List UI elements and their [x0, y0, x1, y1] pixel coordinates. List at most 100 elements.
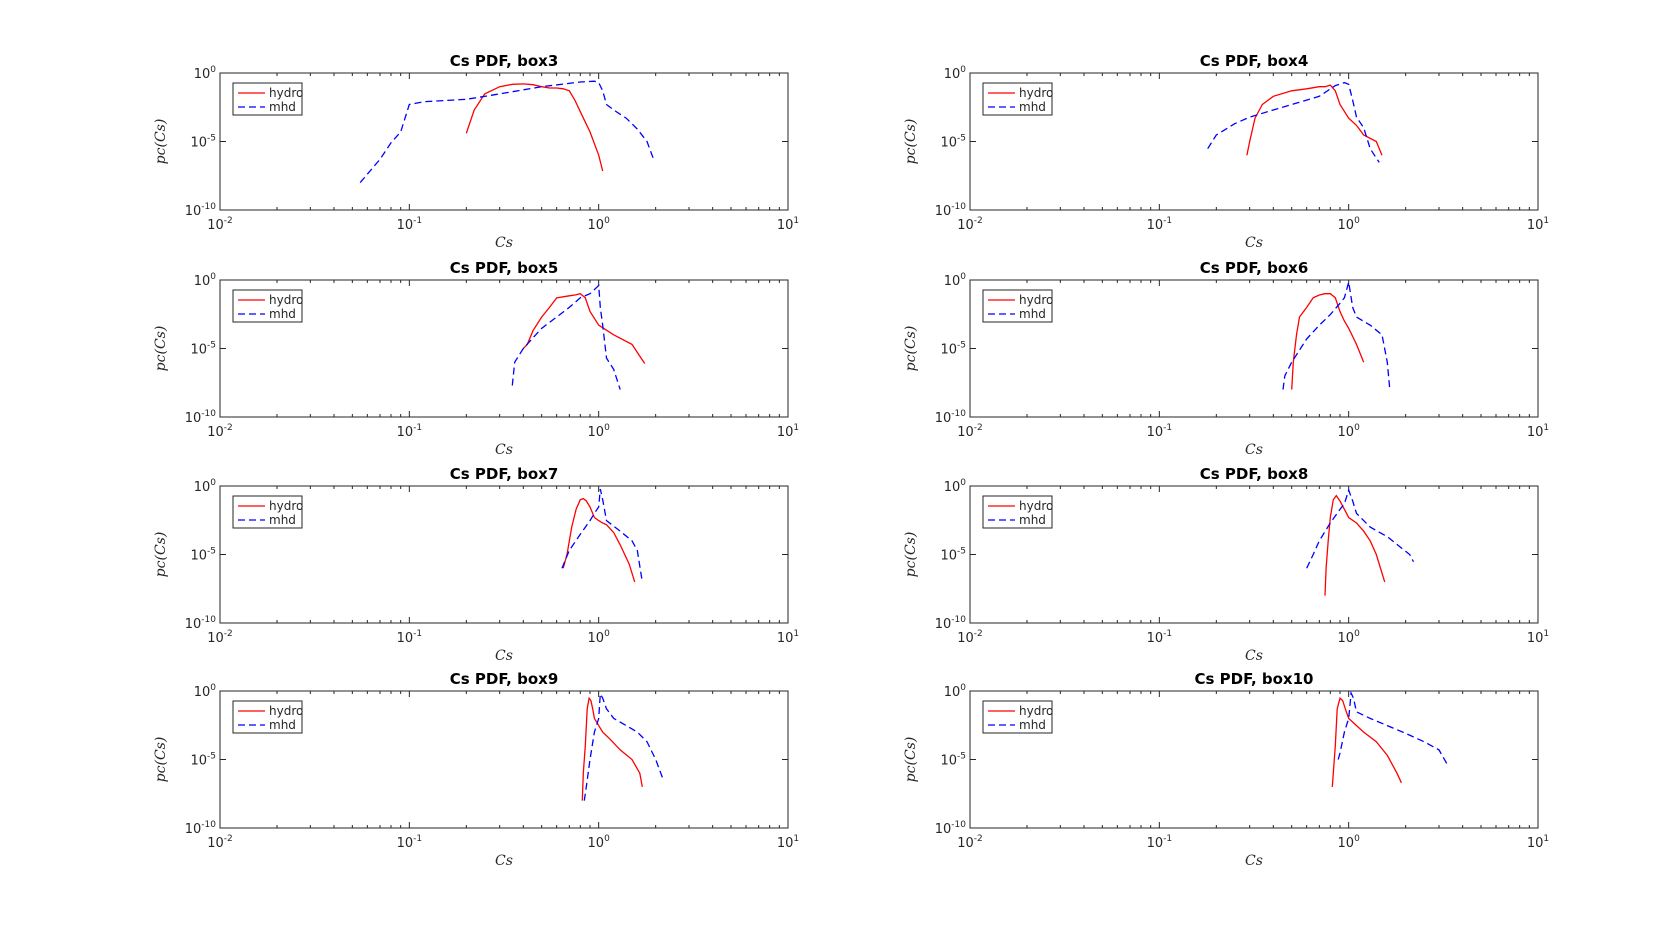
series-line-mhd [583, 691, 665, 801]
legend-label-mhd: mhd [269, 718, 296, 732]
legend-label-hydro: hydro [1019, 704, 1053, 718]
y-tick-label-exponent: 0 [210, 478, 216, 488]
y-tick-label-exponent: -5 [207, 134, 216, 144]
x-tick-label-base: 10 [1338, 836, 1355, 851]
x-axis-label: Cs [1245, 442, 1263, 458]
x-tick-label-base: 10 [207, 631, 224, 646]
x-tick-label-exponent: 1 [793, 629, 799, 639]
y-tick-label-base: 10 [194, 67, 211, 82]
x-tick-label-base: 10 [588, 631, 605, 646]
y-axis-label: pc(Cs) [903, 326, 919, 372]
x-tick-label: 10-2 [207, 834, 233, 851]
chart-title: Cs PDF, box10 [1195, 670, 1314, 688]
chart-title: Cs PDF, box3 [450, 52, 559, 70]
y-tick-label: 10-5 [190, 134, 216, 151]
y-tick-label-base: 10 [190, 754, 207, 769]
legend-label-mhd: mhd [1019, 718, 1046, 732]
x-tick-label-exponent: 0 [1354, 423, 1360, 433]
y-tick-label-exponent: -10 [201, 615, 216, 625]
y-tick-label-base: 10 [940, 549, 957, 564]
x-tick-label-base: 10 [1527, 836, 1544, 851]
x-axis-label: Cs [495, 442, 513, 458]
x-tick-label-exponent: 1 [1543, 423, 1549, 433]
y-tick-label: 100 [194, 683, 217, 700]
y-tick-label: 10-5 [940, 134, 966, 151]
legend-label-mhd: mhd [1019, 100, 1046, 114]
legend-label-mhd: mhd [1019, 513, 1046, 527]
y-tick-label-exponent: -5 [207, 752, 216, 762]
x-tick-label: 10-2 [957, 834, 983, 851]
y-tick-label: 100 [944, 272, 967, 289]
axes-frame [969, 279, 1539, 418]
y-axis-label: pc(Cs) [153, 737, 169, 783]
x-tick-label: 10-2 [207, 629, 233, 646]
series-line-hydro [465, 83, 604, 172]
y-tick-label-base: 10 [185, 822, 202, 837]
chart-title: Cs PDF, box9 [450, 670, 559, 688]
x-tick-label-exponent: 0 [1354, 629, 1360, 639]
x-tick-label-exponent: 1 [793, 834, 799, 844]
y-tick-label: 10-5 [940, 341, 966, 358]
x-tick-label-exponent: 1 [1543, 216, 1549, 226]
x-tick-label-base: 10 [777, 425, 794, 440]
x-tick-label-base: 10 [1338, 425, 1355, 440]
y-tick-label-base: 10 [944, 274, 961, 289]
x-tick-label-exponent: 0 [1354, 834, 1360, 844]
y-tick-label: 100 [194, 478, 217, 495]
x-tick-label-base: 10 [397, 631, 414, 646]
axes-frame [219, 690, 789, 829]
x-tick-label-exponent: 0 [604, 423, 610, 433]
x-tick-label-exponent: -2 [224, 629, 233, 639]
y-tick-label: 10-5 [940, 752, 966, 769]
x-tick-label: 100 [1338, 423, 1361, 440]
series-line-hydro [581, 696, 643, 801]
legend-label-hydro: hydro [269, 499, 303, 513]
x-tick-label-exponent: -1 [1163, 629, 1172, 639]
x-tick-label: 10-2 [957, 629, 983, 646]
x-tick-label: 101 [777, 834, 799, 851]
y-tick-label-base: 10 [935, 204, 952, 219]
y-tick-label: 10-10 [185, 615, 217, 632]
x-tick-label-base: 10 [1338, 218, 1355, 233]
legend-label-hydro: hydro [269, 293, 303, 307]
y-tick-label-exponent: -5 [957, 134, 966, 144]
series-line-mhd [1306, 488, 1415, 569]
y-tick-label-exponent: 0 [960, 683, 966, 693]
y-tick-label: 100 [194, 65, 217, 82]
x-tick-label-exponent: -1 [1163, 423, 1172, 433]
y-tick-label-exponent: 0 [210, 272, 216, 282]
x-tick-label: 100 [1338, 834, 1361, 851]
x-axis-label: Cs [495, 853, 513, 869]
x-tick-label-exponent: 0 [604, 629, 610, 639]
x-tick-label: 10-1 [397, 423, 423, 440]
legend-box [982, 289, 1053, 323]
y-tick-label-base: 10 [944, 480, 961, 495]
x-tick-label-exponent: -1 [413, 629, 422, 639]
y-tick-label-base: 10 [194, 274, 211, 289]
x-axis-label: Cs [1245, 235, 1263, 251]
x-tick-label-exponent: -2 [974, 834, 983, 844]
axes-frame [969, 690, 1539, 829]
x-tick-label: 101 [1527, 629, 1549, 646]
x-tick-label-base: 10 [1527, 218, 1544, 233]
y-tick-label-exponent: -5 [957, 547, 966, 557]
series-line-mhd [359, 80, 655, 184]
x-axis-label: Cs [495, 235, 513, 251]
y-tick-label: 10-10 [935, 409, 967, 426]
x-tick-label-exponent: 0 [1354, 216, 1360, 226]
axes-frame [969, 485, 1539, 624]
y-tick-label-exponent: 0 [960, 65, 966, 75]
x-tick-label-exponent: -2 [974, 629, 983, 639]
x-tick-label-exponent: -1 [413, 423, 422, 433]
x-tick-label: 10-2 [207, 423, 233, 440]
x-tick-label-base: 10 [1527, 425, 1544, 440]
legend-label-mhd: mhd [269, 513, 296, 527]
y-tick-label: 10-10 [185, 409, 217, 426]
legend-box [232, 495, 303, 529]
x-tick-label: 10-1 [1147, 629, 1173, 646]
x-tick-label-base: 10 [588, 425, 605, 440]
